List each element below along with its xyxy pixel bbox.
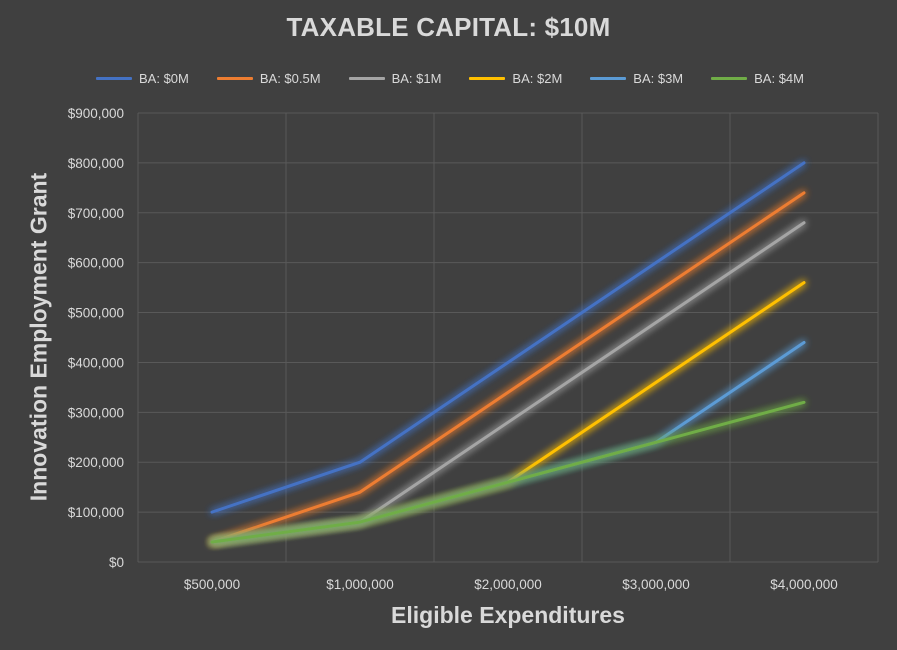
legend-label: BA: $0M [139,70,189,86]
y-tick-label: $100,000 [68,505,124,520]
legend-swatch [348,76,385,80]
legend-item: BA: $1M [348,70,442,86]
legend-label: BA: $4M [754,70,804,86]
legend-swatch [469,76,506,80]
legend-swatch [216,76,253,80]
series-line-ba-0-5m [210,191,806,544]
y-tick-label: $0 [109,555,124,570]
legend-item: BA: $0M [96,71,189,86]
legend-swatch [711,76,748,80]
x-tick-label: $2,000,000 [474,577,542,592]
x-tick-label: $1,000,000 [326,577,394,592]
y-tick-label: $400,000 [68,355,124,370]
legend-swatch [590,76,627,80]
x-tick-label: $3,000,000 [622,577,690,592]
legend-item: BA: $3M [590,71,683,86]
x-tick-label: $4,000,000 [770,577,838,592]
legend-label: BA: $2M [512,70,563,86]
y-axis-label-wrap: Innovation Employment Grant [20,112,58,562]
legend-item: BA: $4M [711,71,804,86]
legend: BA: $0M BA: $0.5M BA: $1M BA: $2M BA: $3M BA:… [96,67,856,89]
y-tick-label: $700,000 [68,206,124,221]
x-tick-label: $500,000 [184,577,240,592]
legend-label: BA: $1M [391,70,442,86]
y-tick-label: $200,000 [68,455,124,470]
x-axis-label: Eligible Expenditures [391,602,625,628]
y-tick-label: $800,000 [68,156,124,171]
legend-item: BA: $0.5M [216,70,321,86]
y-tick-label: $300,000 [68,405,124,420]
legend-swatch [96,76,132,80]
legend-label: BA: $0.5M [259,70,321,86]
y-axis-label: Innovation Employment Grant [25,172,52,502]
legend-label: BA: $3M [633,70,684,86]
chart-title: TAXABLE CAPITAL: $10M [286,12,611,42]
legend-item: BA: $2M [469,71,562,86]
y-tick-label: $500,000 [68,306,124,321]
y-tick-label: $600,000 [68,256,124,271]
y-tick-label: $900,000 [68,106,124,121]
series-line-ba-1m [210,221,806,544]
series-line-ba-4m [210,400,806,544]
series-line-ba-0m [210,161,806,514]
